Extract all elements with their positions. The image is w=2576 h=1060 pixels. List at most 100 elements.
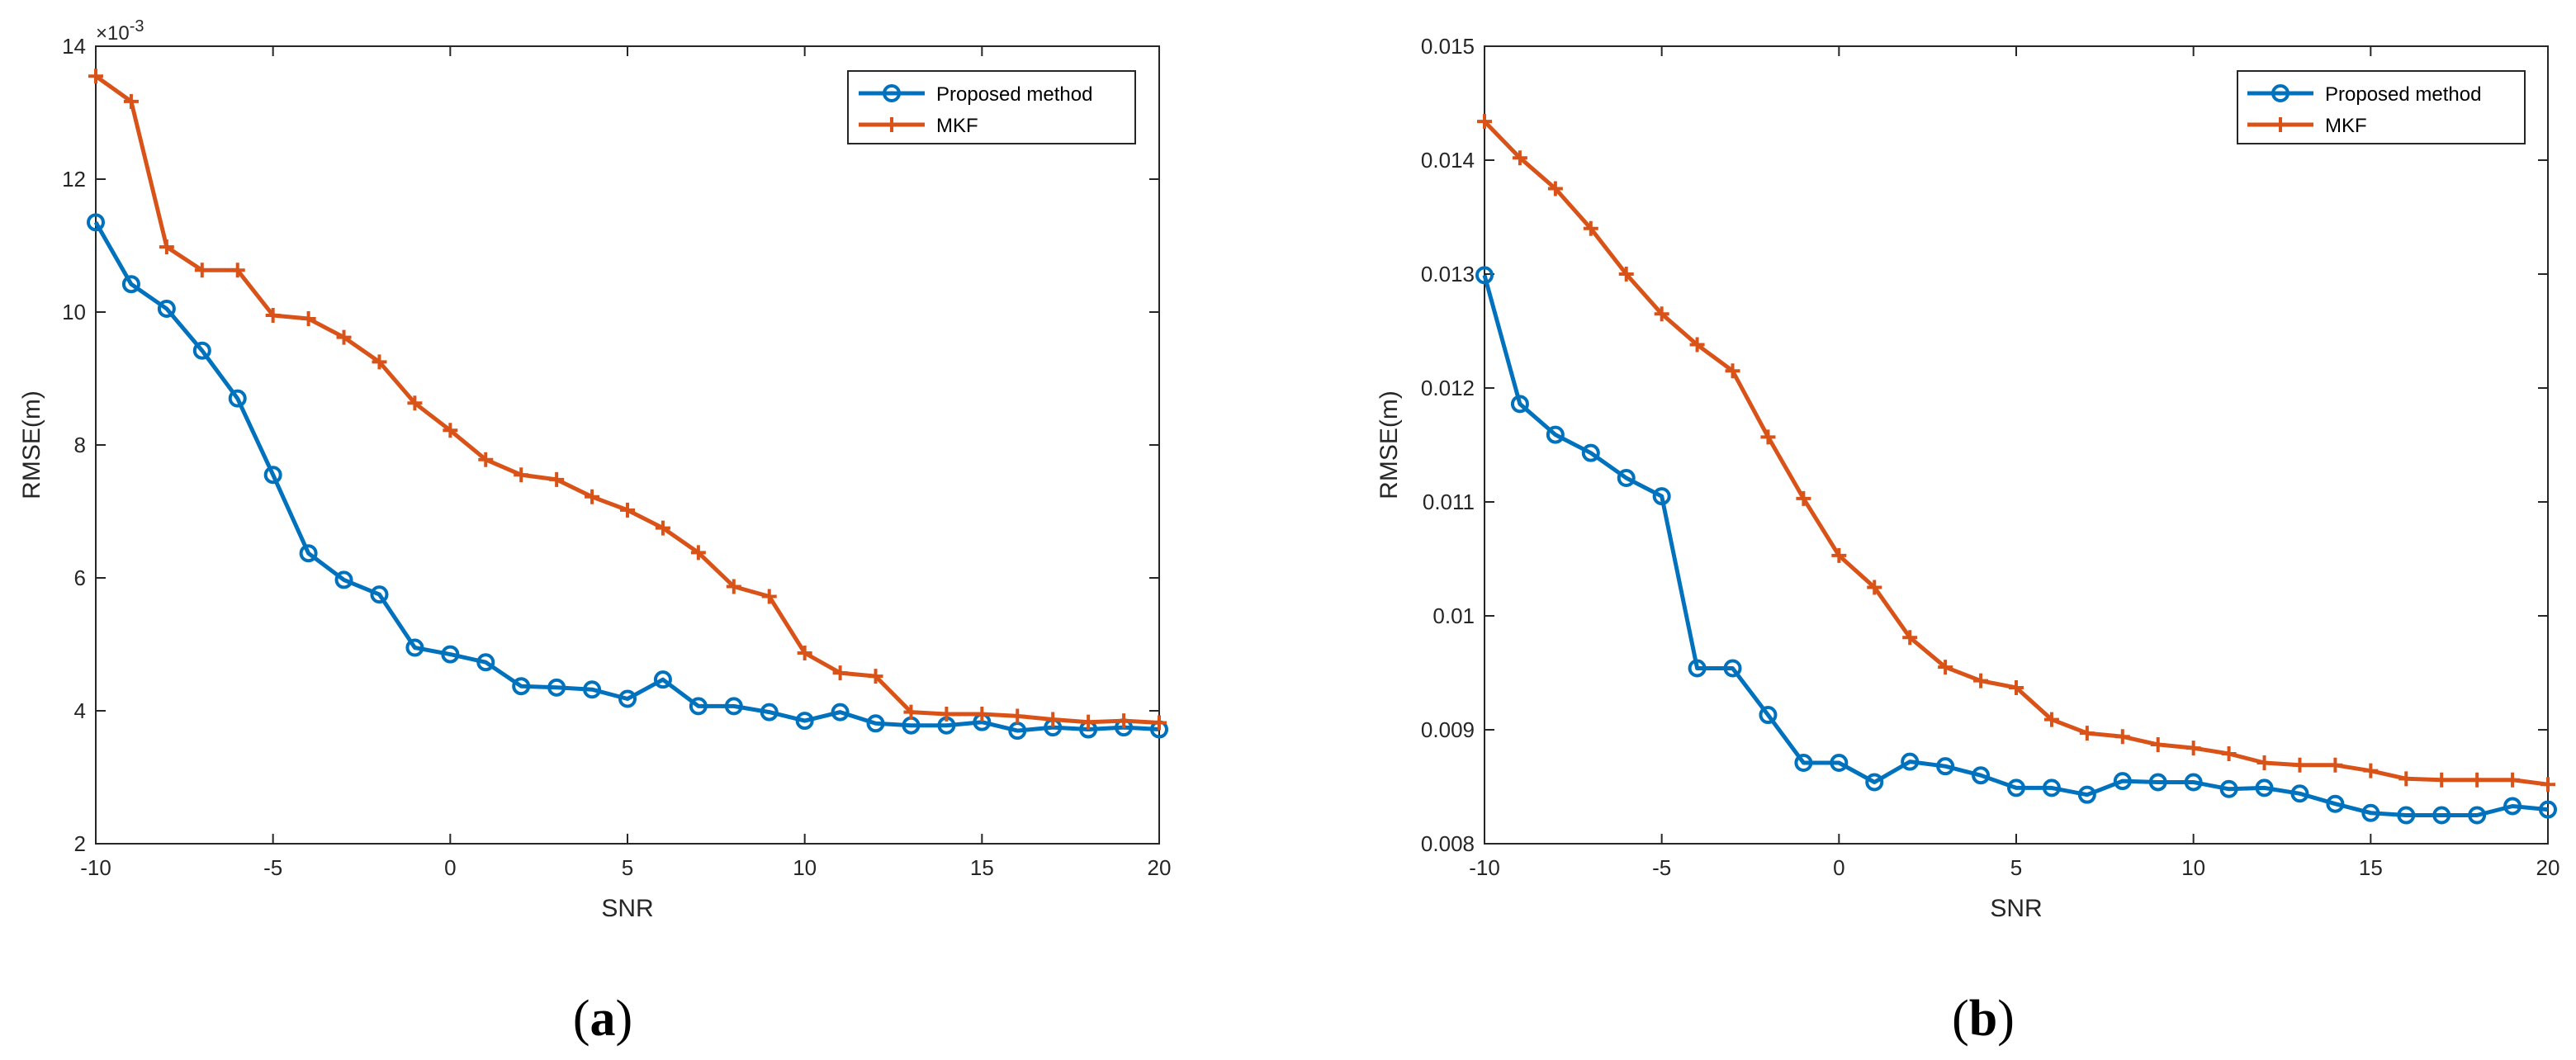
x-tick-label: 5: [2010, 855, 2022, 880]
data-point-proposed-method: [1830, 754, 1849, 773]
panel-a: -10 -5 0 5 10 15 20 2 4 6 8 10 12 14 SNR RMSE(m) ×10…: [18, 17, 1171, 1047]
data-point-proposed-method: [512, 677, 531, 696]
data-point-proposed-method: [370, 585, 389, 604]
data-point-mkf: [939, 707, 954, 722]
data-point-mkf: [1760, 429, 1776, 445]
x-tick-label: -5: [263, 855, 282, 880]
data-point-proposed-method: [2326, 794, 2345, 813]
data-point-mkf: [194, 263, 210, 278]
panel-a-series: [87, 69, 1168, 741]
data-point-mkf: [1477, 114, 1492, 130]
x-tick-label: 15: [2359, 855, 2383, 880]
data-point-mkf: [1902, 630, 1918, 646]
panel-a-x-ticks: -10 -5 0 5 10 15 20: [80, 46, 1171, 880]
series-line-proposed-method: [1482, 274, 2549, 817]
data-point-mkf: [1045, 712, 1061, 727]
data-point-proposed-method: [192, 341, 211, 360]
data-point-mkf: [2363, 763, 2379, 778]
data-point-mkf: [903, 704, 919, 720]
data-point-proposed-method: [121, 275, 140, 294]
data-point-mkf: [230, 263, 245, 278]
data-point-proposed-method: [1723, 659, 1742, 678]
x-tick-label: 15: [970, 855, 994, 880]
data-point-mkf: [585, 489, 600, 504]
y-tick-label: 0.014: [1421, 148, 1475, 173]
data-point-mkf: [655, 520, 670, 536]
data-point-proposed-method: [2007, 778, 2025, 797]
panel-b-x-axis-label: SNR: [1990, 895, 2042, 922]
data-point-mkf: [2469, 772, 2485, 788]
data-point-proposed-method: [1510, 395, 1529, 414]
data-point-proposed-method: [1688, 659, 1707, 678]
panel-b-legend-marker-proposed: [2271, 84, 2290, 102]
data-point-proposed-method: [2113, 772, 2132, 791]
data-point-proposed-method: [157, 299, 176, 318]
data-point-mkf: [372, 354, 387, 370]
data-point-mkf: [336, 329, 352, 345]
data-point-mkf: [1725, 363, 1740, 379]
data-point-mkf: [2434, 772, 2450, 788]
panel-a-legend-marker-proposed: [883, 84, 901, 102]
data-point-proposed-method: [1972, 766, 1991, 785]
data-point-proposed-method: [1546, 425, 1565, 444]
panel-b: -10 -5 0 5 10 15 20 0.0080.0090.010.0110.0120.…: [1376, 34, 2559, 1047]
data-point-mkf: [159, 239, 174, 255]
data-point-proposed-method: [689, 697, 708, 716]
y-tick-label: 12: [62, 167, 86, 192]
data-point-mkf: [1689, 337, 1705, 353]
data-point-proposed-method: [1652, 487, 1671, 506]
data-point-proposed-method: [263, 466, 282, 485]
data-point-mkf: [1796, 490, 1811, 506]
panel-a-x-axis-label: SNR: [601, 895, 653, 922]
y-tick-label: 0.008: [1421, 831, 1475, 856]
data-point-proposed-method: [2539, 800, 2557, 819]
data-point-mkf: [2540, 777, 2555, 793]
data-point-mkf: [123, 93, 139, 109]
data-point-proposed-method: [795, 712, 814, 731]
data-point-proposed-method: [2290, 784, 2309, 803]
y-tick-label: 10: [62, 300, 86, 324]
panel-b-legend-label-proposed: Proposed method: [2325, 83, 2481, 106]
data-point-mkf: [832, 665, 848, 681]
panel-a-plot-area: [95, 45, 1160, 845]
data-point-mkf: [1938, 660, 1953, 675]
data-point-proposed-method: [547, 678, 566, 697]
data-point-mkf: [301, 311, 316, 327]
x-tick-label: -10: [1469, 855, 1500, 880]
panel-a-exponent-label: ×10-3: [96, 17, 144, 45]
data-point-mkf: [2221, 745, 2237, 761]
data-point-proposed-method: [228, 389, 247, 408]
data-point-mkf: [797, 645, 812, 660]
data-point-proposed-method: [2432, 806, 2451, 825]
data-point-mkf: [1116, 713, 1132, 729]
data-point-mkf: [2114, 729, 2130, 745]
x-tick-label: 20: [2536, 855, 2560, 880]
data-point-mkf: [2292, 757, 2308, 773]
y-tick-label: 4: [74, 698, 86, 723]
y-tick-label: 0.012: [1421, 376, 1475, 400]
x-tick-label: 0: [444, 855, 456, 880]
y-tick-label: 6: [74, 565, 86, 590]
data-point-mkf: [443, 423, 458, 438]
data-point-mkf: [2185, 741, 2201, 756]
panel-a-legend: Proposed method MKF: [847, 70, 1136, 144]
data-point-mkf: [2043, 712, 2059, 727]
data-point-proposed-method: [1759, 706, 1778, 725]
data-point-mkf: [2256, 755, 2272, 771]
data-point-mkf: [1547, 181, 1563, 196]
data-point-mkf: [1831, 547, 1847, 563]
panel-a-caption: (a): [573, 991, 632, 1047]
data-point-proposed-method: [1581, 443, 1600, 462]
x-tick-label: 0: [1833, 855, 1844, 880]
data-point-mkf: [265, 308, 281, 324]
data-point-proposed-method: [2042, 778, 2061, 797]
panel-a-legend-marker-mkf: [884, 117, 899, 132]
y-tick-label: 0.01: [1432, 603, 1475, 628]
y-tick-label: 2: [74, 831, 86, 856]
data-point-proposed-method: [1901, 752, 1920, 771]
data-point-mkf: [514, 467, 529, 483]
data-point-proposed-method: [1936, 757, 1955, 776]
data-point-proposed-method: [2219, 779, 2238, 798]
data-point-mkf: [726, 579, 741, 594]
